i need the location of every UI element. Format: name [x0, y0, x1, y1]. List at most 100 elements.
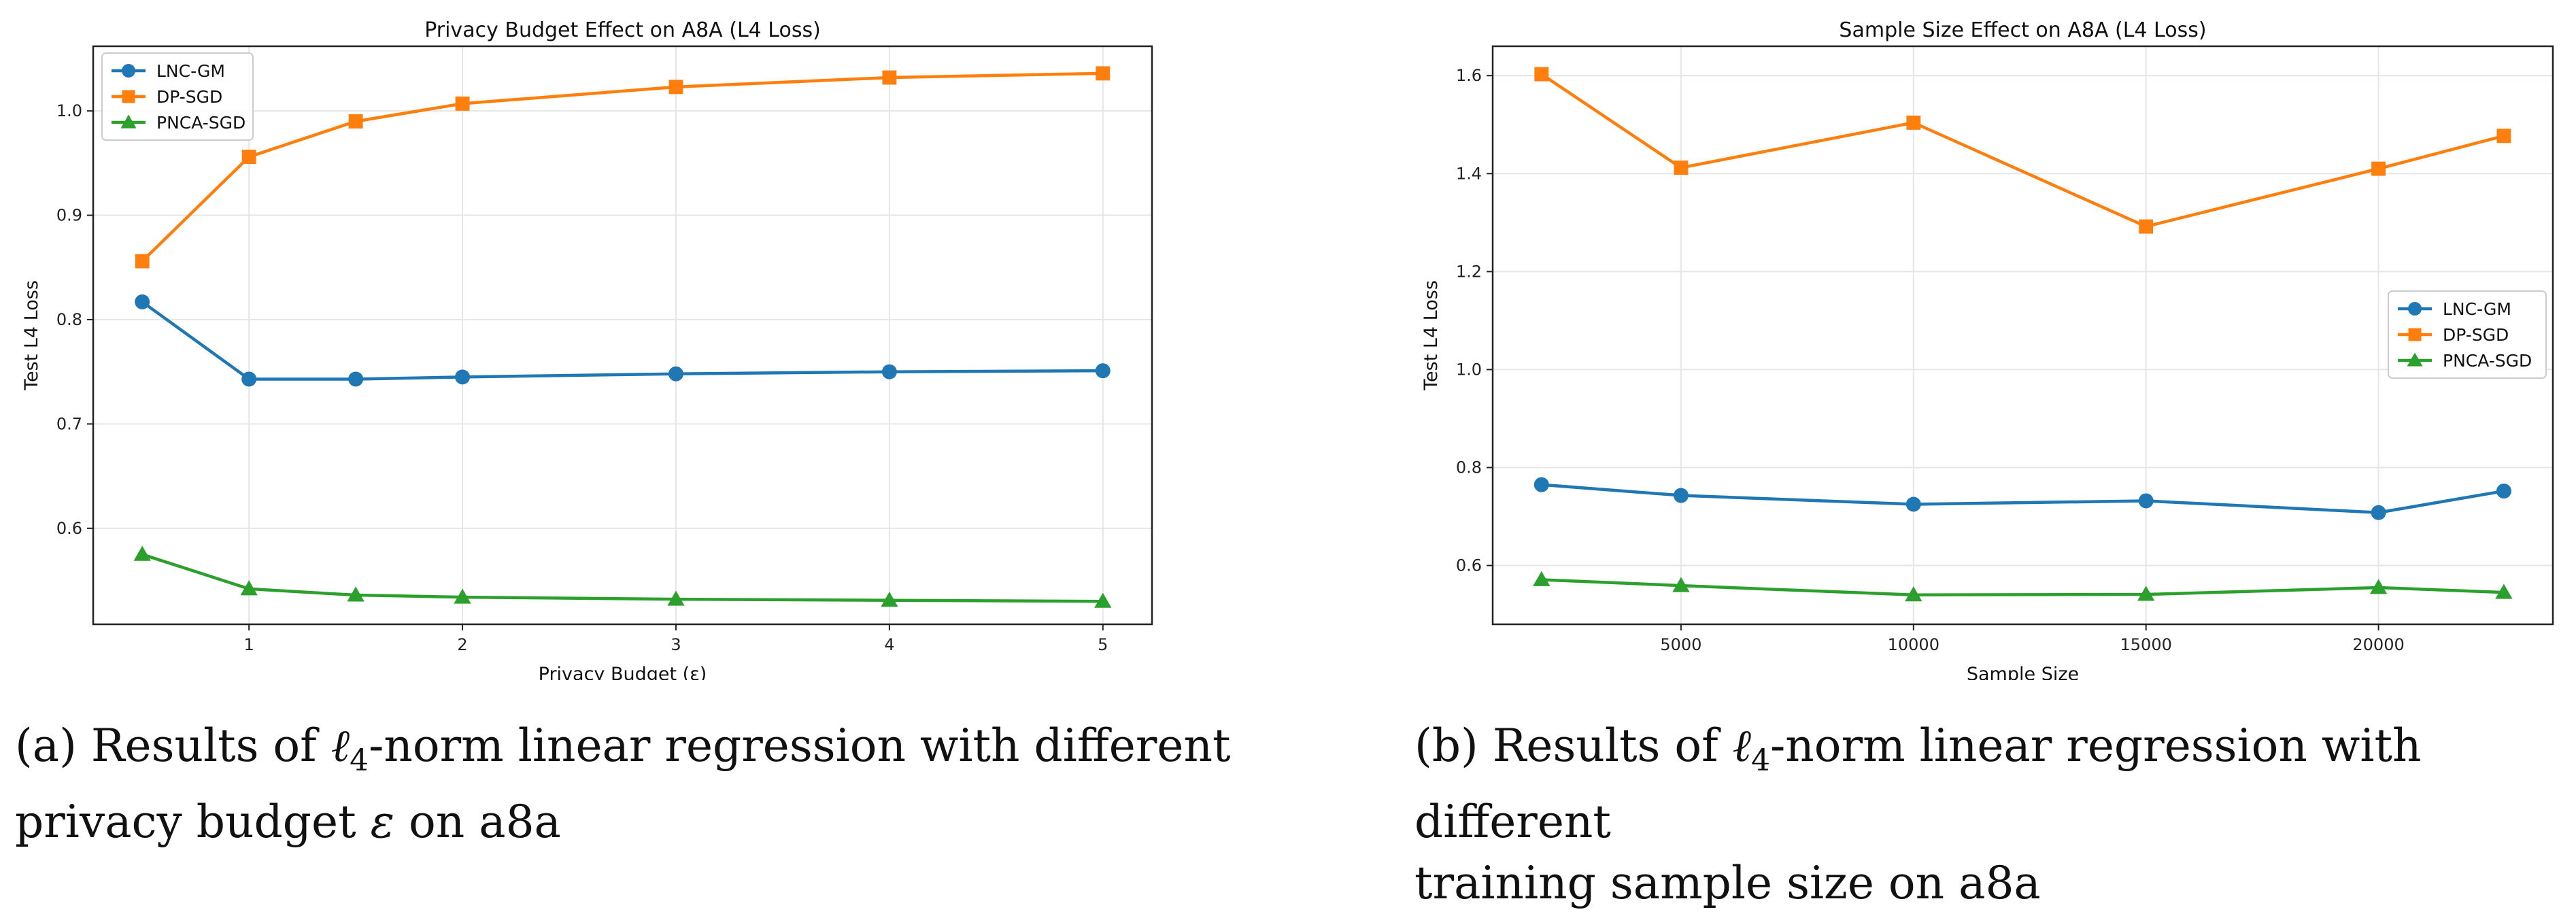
legend-marker-dp-sgd	[122, 90, 135, 103]
legend-box	[101, 52, 254, 141]
y-tick-label: 0.6	[56, 519, 82, 538]
data-point-lnc-gm	[241, 371, 257, 387]
grid	[93, 46, 1152, 624]
data-point-dp-sgd	[455, 96, 470, 111]
data-point-pnca-sgd	[133, 545, 151, 561]
x-tick-label: 4	[884, 635, 894, 654]
plot-frame	[1491, 45, 2554, 626]
caption-a-line1: (a) Results of ℓ4-norm linear regression…	[15, 715, 1273, 792]
data-point-dp-sgd	[2139, 219, 2154, 234]
legend-label: PNCA-SGD	[2443, 351, 2532, 371]
legend-label: LNC-GM	[2443, 299, 2511, 319]
series-line-dp-sgd	[141, 71, 1103, 263]
x-tick-label: 5000	[1660, 635, 1701, 654]
series-line-lnc-gm	[141, 301, 1103, 381]
x-axis-label: Privacy Budget (ε)	[539, 664, 707, 680]
y-tick-label: 1.0	[56, 101, 82, 120]
data-point-pnca-sgd	[2369, 579, 2388, 594]
data-point-pnca-sgd	[881, 592, 898, 607]
series-pnca-sgd	[133, 545, 1112, 608]
grid	[1493, 46, 2553, 624]
data-point-lnc-gm	[1905, 496, 1921, 512]
legend-box	[2388, 290, 2547, 379]
y-tick-label: 1.2	[1456, 262, 1482, 281]
x-tick-label: 3	[671, 635, 681, 654]
legend-label: LNC-GM	[156, 61, 225, 81]
legend-marker-lnc-gm	[2408, 302, 2422, 316]
legend: LNC-GM DP-SGD PNCA-SGD	[101, 52, 254, 141]
legend-marker-pnca-sgd	[120, 114, 137, 129]
legend-label: DP-SGD	[2443, 325, 2509, 345]
data-point-dp-sgd	[1906, 115, 1921, 130]
y-tick-label: 0.8	[56, 310, 82, 329]
caption-b-sub: 4	[1750, 743, 1770, 779]
series-dp-sgd	[1534, 67, 2511, 234]
caption-b-line2: training sample size on a8a	[1414, 857, 2041, 910]
series-lnc-gm	[135, 294, 1111, 387]
data-point-dp-sgd	[2371, 161, 2386, 176]
data-point-lnc-gm	[2496, 484, 2511, 499]
data-point-lnc-gm	[1673, 488, 1689, 503]
legend-label: DP-SGD	[156, 87, 222, 107]
data-point-pnca-sgd	[1533, 571, 1550, 586]
y-tick-label: 1.6	[1456, 66, 1482, 85]
caption-b-line1: (b) Results of ℓ4-norm linear regression…	[1414, 715, 2571, 853]
x-tick-label: 20000	[2352, 635, 2404, 654]
x-tick-label: 5	[1098, 635, 1108, 654]
y-tick-label: 1.0	[1456, 360, 1482, 379]
caption-a-line2-post: on a8a	[394, 796, 561, 849]
x-tick-label: 1	[244, 635, 254, 654]
data-point-lnc-gm	[1095, 363, 1111, 379]
data-point-dp-sgd	[2496, 129, 2511, 143]
series-line-pnca-sgd	[1541, 578, 2505, 597]
data-point-pnca-sgd	[454, 588, 471, 604]
data-point-dp-sgd	[135, 254, 150, 269]
y-tick-label: 1.4	[1456, 164, 1482, 183]
legend-marker-pnca-sgd	[2407, 352, 2423, 367]
line-chart-sample-size: 5000 10000 15000 20000 0.6 0.8 1.0 1.2 1.4 1.6 Sam…	[1421, 18, 2554, 685]
data-point-dp-sgd	[1674, 160, 1689, 175]
series-dp-sgd	[135, 66, 1111, 269]
figure-caption-b: (b) Results of ℓ4-norm linear regression…	[1414, 715, 2571, 914]
data-point-pnca-sgd	[1672, 577, 1690, 592]
legend-marker-dp-sgd	[2408, 328, 2422, 341]
data-point-pnca-sgd	[1094, 592, 1112, 608]
y-axis-label: Test L4 Loss	[1421, 280, 1442, 391]
caption-a-prefix: (a) Results of	[15, 720, 331, 772]
x-tick-label: 2	[457, 635, 467, 654]
line-chart-privacy-budget: 1 2 3 4 5 0.6 0.7 0.8 0.9 1.0 Privacy Budget Effec…	[21, 18, 1153, 685]
data-point-pnca-sgd	[2495, 583, 2513, 599]
plot-frame	[92, 45, 1153, 626]
caption-a-sub: 4	[350, 743, 369, 779]
caption-b-ell: ℓ	[1732, 720, 1751, 772]
chart-panel-privacy-budget: 1 2 3 4 5 0.6 0.7 0.8 0.9 1.0 Privacy Budget Effec…	[0, 0, 1288, 892]
y-axis-label: Test L4 Loss	[21, 280, 42, 391]
caption-b-prefix: (b) Results of	[1414, 720, 1733, 772]
series-line-pnca-sgd	[141, 553, 1103, 603]
caption-a-line1-rest: -norm linear regression with different	[369, 720, 1231, 772]
data-point-dp-sgd	[1096, 66, 1111, 81]
data-point-lnc-gm	[348, 371, 364, 387]
data-point-pnca-sgd	[1905, 586, 1922, 602]
data-point-lnc-gm	[668, 366, 683, 382]
legend: LNC-GM DP-SGD PNCA-SGD	[2388, 290, 2547, 379]
data-point-dp-sgd	[1534, 67, 1549, 82]
data-point-lnc-gm	[1533, 477, 1549, 492]
data-point-pnca-sgd	[240, 580, 258, 596]
x-tick-label: 10000	[1888, 635, 1939, 654]
caption-b-line1-rest: -norm linear regression with different	[1414, 720, 2422, 849]
data-point-lnc-gm	[2371, 505, 2386, 520]
series-pnca-sgd	[1533, 571, 2513, 602]
caption-a-line2: privacy budget ε on a8a	[15, 792, 1273, 853]
data-point-lnc-gm	[455, 369, 471, 385]
x-axis-label: Sample Size	[1967, 664, 2079, 680]
data-point-dp-sgd	[348, 114, 363, 129]
y-tick-label: 0.9	[56, 206, 82, 225]
y-tick-label: 0.8	[1456, 458, 1482, 477]
y-tick-label: 0.7	[56, 414, 82, 433]
figure-caption-a: (a) Results of ℓ4-norm linear regression…	[15, 715, 1273, 853]
data-point-pnca-sgd	[667, 590, 685, 606]
data-point-pnca-sgd	[347, 586, 365, 602]
data-point-lnc-gm	[881, 364, 897, 379]
legend-label: PNCA-SGD	[156, 113, 245, 133]
